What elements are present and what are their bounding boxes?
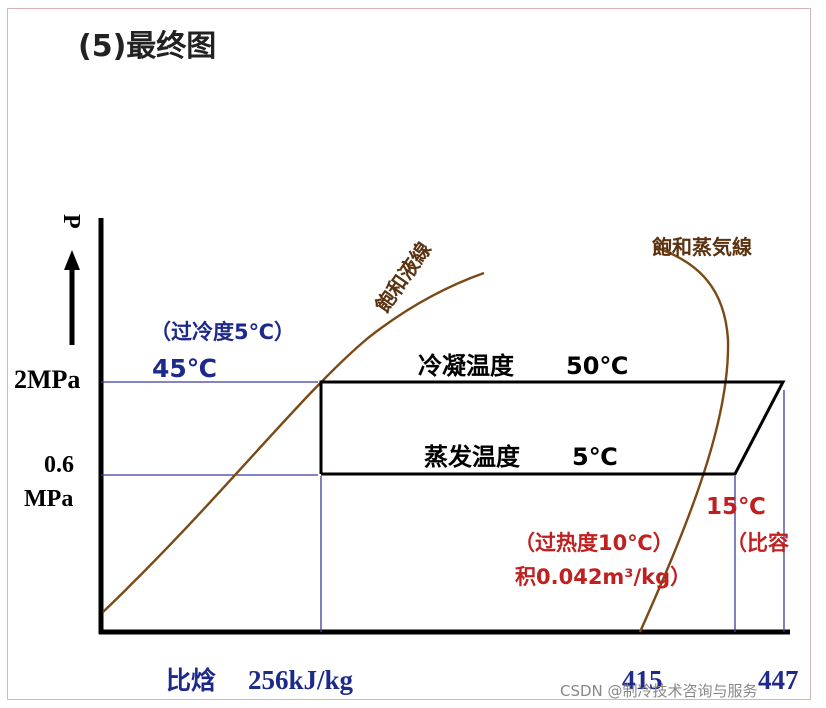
saturated-liquid-curve: [102, 271, 485, 613]
saturated-vapor-curve: [638, 245, 730, 633]
pressure-2mpa-label: 2MPa: [14, 365, 80, 394]
enthalpy-256-label: 256kJ/kg: [248, 665, 354, 695]
temp-15-label: 15℃: [706, 494, 766, 520]
p-arrow-head-icon: [64, 250, 80, 270]
pressure-0.6-label: 0.6: [44, 452, 74, 478]
specific-volume-label-part2: 积0.042m³/kg）: [515, 565, 691, 589]
temp-45-label: 45℃: [152, 354, 217, 383]
superheat-label: （过热度10℃）: [514, 531, 674, 555]
diagram-title: (5)最终图: [78, 29, 216, 64]
enthalpy-415-label: 415: [622, 665, 663, 695]
enthalpy-447-label: 447: [758, 665, 799, 695]
specific-volume-label-part1: （比容: [726, 531, 789, 555]
subcooling-label: （过冷度5℃）: [150, 320, 295, 344]
evaporating-temp-value: 5℃: [572, 443, 618, 471]
pressure-mpa-label: MPa: [24, 486, 73, 512]
refrigeration-cycle: [319, 380, 786, 476]
saturated-vapor-label: 飽和蒸気線: [652, 235, 752, 259]
condensing-temp-label: 冷凝温度: [418, 352, 515, 380]
image-frame: [7, 8, 811, 700]
watermark: CSDN @制冷技术咨询与服务: [560, 682, 758, 700]
evaporating-temp-label: 蒸发温度: [424, 443, 521, 471]
enthalpy-label: 比焓: [166, 666, 216, 695]
saturated-liquid-label: 飽和液線: [370, 238, 436, 317]
condensing-temp-value: 50℃: [566, 352, 628, 380]
p-axis-label: P: [58, 214, 84, 229]
